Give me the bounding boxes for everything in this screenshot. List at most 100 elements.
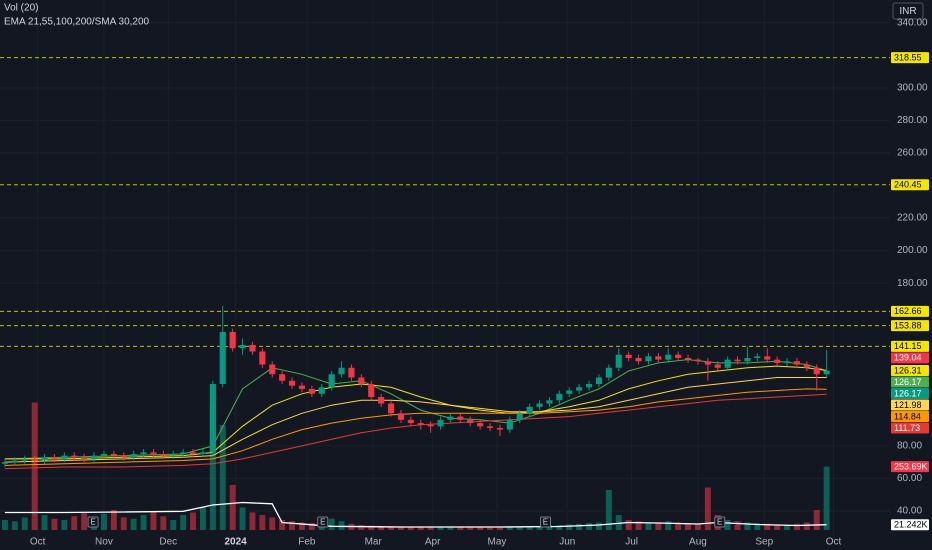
volume-bar [774,524,781,530]
volume-bar [160,516,167,530]
price-label-box [891,519,929,531]
price-label: 121.98 [894,400,922,410]
y-tick-label: 280.00 [897,115,928,126]
candle-body [635,357,642,362]
candle-body [813,367,820,375]
candle-body [318,387,325,394]
volume-bar [546,525,553,530]
candle-body [51,457,58,459]
candle-body [764,356,771,360]
candle-body [259,351,266,365]
volume-bar [506,527,513,530]
candle-body [328,374,335,388]
candle-body [625,354,632,358]
volume-bar [744,522,751,530]
volume-bar [378,526,385,530]
volume-bar [328,518,335,530]
candle-body [298,385,306,389]
candle-body [358,377,365,385]
candle-body [576,387,583,391]
volume-bar [1,520,8,530]
candle-body [397,413,405,420]
volume-bar [645,522,652,530]
volume-bar [675,522,682,530]
y-tick-label: 40.00 [897,506,922,517]
volume-bar [368,525,375,530]
candle-body [407,419,414,424]
event-marker [87,516,99,528]
volume-bar [813,510,820,530]
volume-bar [31,402,38,530]
price-label: 21.242K [894,520,928,530]
candle-body [734,359,741,362]
volume-bar [130,518,137,530]
y-tick-label: 260.00 [897,148,928,159]
volume-bar [754,523,761,530]
candle-body [348,367,355,378]
price-label: 126.17 [894,377,922,387]
price-label: 153.88 [894,321,922,331]
volume-bar [457,527,464,530]
candle-body [783,361,791,363]
candle-body [160,453,167,456]
candle-body [467,419,474,424]
candle-body [744,357,751,362]
candle-body [595,377,603,385]
volume-bar [388,526,395,530]
volume-bar [71,516,78,530]
volume-bar [536,526,543,530]
candle-body [209,384,216,453]
volume-bar [556,525,563,530]
price-label: 126.31 [894,365,922,375]
candle-body [665,354,672,360]
candle-body [585,384,593,388]
candle-body [41,457,48,461]
candle-body [506,419,513,430]
volume-bar [566,524,573,530]
volume-bar [635,521,642,530]
candle-body [11,460,18,463]
volume-bar [41,515,48,530]
x-tick-label: Jun [559,537,575,548]
candle-body [447,416,454,420]
currency-button[interactable] [892,2,924,20]
price-label-box [891,305,929,317]
candle-body [437,419,444,427]
candle-body [90,455,98,459]
candle-body [189,452,197,454]
volume-bar [793,523,800,530]
price-label-box [891,376,929,388]
ma-line [4,377,827,463]
price-label-box [891,388,929,400]
y-tick-label: 80.00 [897,440,922,451]
volume-bar [110,510,117,530]
volume-bar [289,521,296,530]
volume-bar [308,523,315,530]
price-label: 111.73 [894,423,920,433]
candle-body [31,458,38,461]
candle-body [279,374,286,381]
volume-bar [655,523,662,530]
volume-bar [100,513,107,530]
volume-bar [487,527,494,530]
event-marker [317,516,329,528]
candle-body [239,344,246,349]
candle-body [288,380,296,386]
candle-body [308,388,315,394]
volume-bar [734,521,741,530]
price-label-box [891,399,929,411]
x-tick-label: Feb [298,537,316,548]
candle-body [427,424,434,427]
price-label: 141.15 [894,341,922,351]
price-label-box [891,340,929,352]
candle-body [170,453,177,456]
price-label-box [891,352,929,364]
event-label: E [717,518,722,527]
indicator-label: Vol (20) [4,3,38,14]
x-tick-label: Apr [425,537,441,548]
price-label-box [891,179,929,191]
currency-label[interactable]: INR [899,6,916,17]
price-label: 162.66 [894,306,922,316]
volume-bar [496,527,503,530]
candle-body [793,361,801,365]
